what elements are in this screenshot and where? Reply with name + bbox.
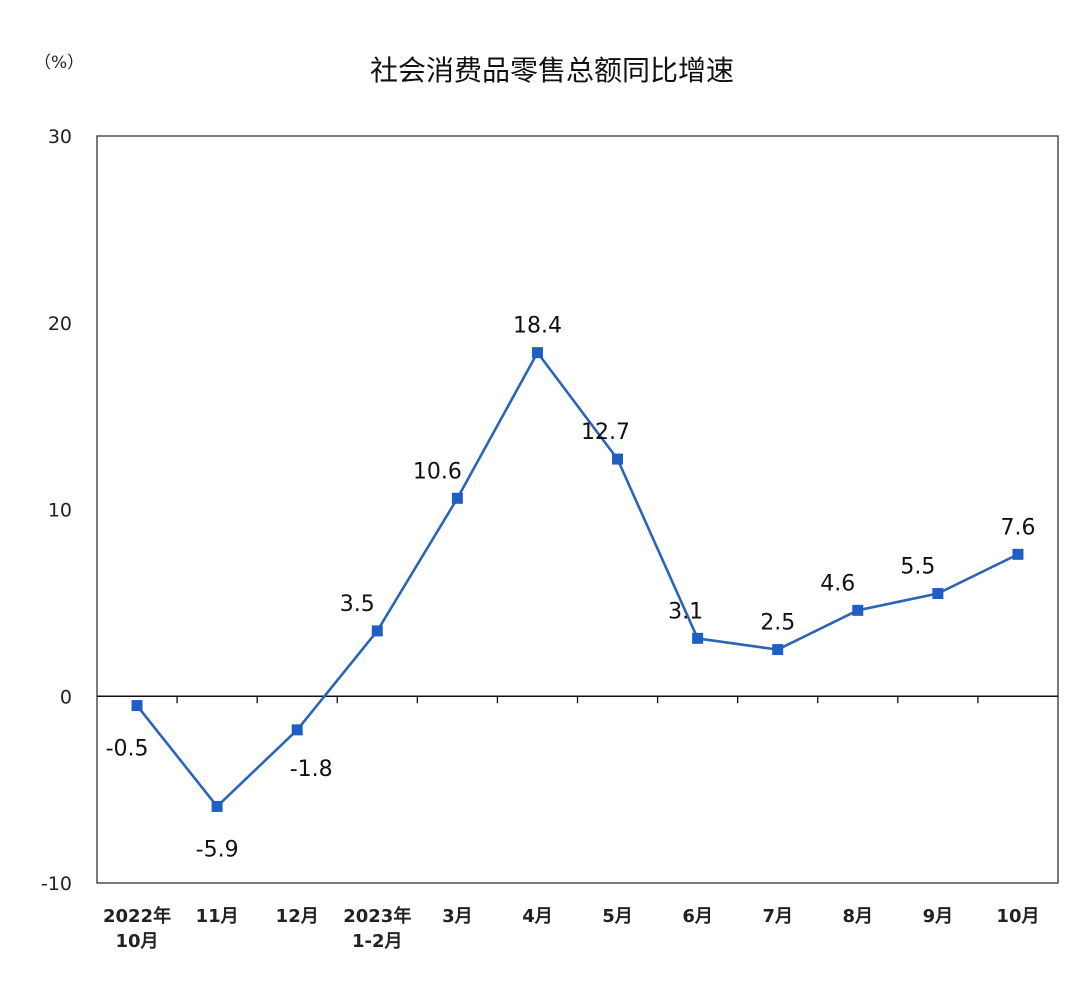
data-label: 3.5 [340, 592, 375, 617]
plot-area-frame [96, 135, 1059, 884]
series-group [131, 347, 1024, 812]
data-point-marker [612, 453, 624, 465]
y-tick-label: 30 [48, 126, 72, 148]
y-tick-label: -10 [41, 873, 72, 895]
data-label: 7.6 [1000, 515, 1035, 540]
data-label: -5.9 [196, 837, 239, 862]
x-tick-label: 6月 [682, 906, 713, 927]
x-tick-label: 7月 [762, 906, 793, 927]
y-tick-label: 0 [60, 686, 72, 708]
data-point-marker [211, 800, 223, 812]
y-axis: 30 20 10 0 -10 [41, 126, 72, 895]
x-tick-label: 3月 [442, 906, 473, 927]
data-label: -1.8 [290, 757, 333, 782]
x-tick-label: 4月 [522, 906, 553, 927]
x-tick-label: 12月 [276, 906, 319, 927]
data-point-marker [291, 724, 303, 736]
y-tick-label: 20 [48, 313, 72, 335]
chart-title: 社会消费品零售总额同比增速 [370, 54, 734, 87]
data-point-marker [451, 492, 463, 504]
data-label: 5.5 [900, 555, 935, 580]
x-tick-label: 2022年 10月 [103, 905, 171, 952]
data-label: -0.5 [106, 737, 149, 762]
data-label: 10.6 [413, 459, 462, 484]
data-point-marker [692, 632, 704, 644]
data-label: 12.7 [581, 420, 630, 445]
data-point-marker [371, 625, 383, 637]
data-label: 18.4 [513, 314, 562, 339]
series-line [135, 351, 1019, 808]
x-tick-label: 8月 [843, 906, 874, 927]
x-tick-label: 10月 [996, 906, 1039, 927]
data-label-group: -0.5 -5.9 -1.8 3.5 10.6 18.4 12.7 3.1 2.5 4.6 5.5 7… [106, 314, 1036, 863]
x-tick-label: 9月 [923, 906, 954, 927]
data-label: 3.1 [668, 599, 703, 624]
data-point-marker [772, 644, 784, 656]
y-tick-label: 10 [48, 500, 72, 522]
x-tick-label: 11月 [196, 906, 239, 927]
x-tick-label: 2023年 1-2月 [343, 905, 411, 952]
data-point-marker [531, 347, 543, 359]
data-point-marker [932, 588, 944, 600]
x-axis: 2022年 10月 11月 12月 2023年 1-2月 3月 4月 5月 6月 7月 8月 9月 10月 [97, 695, 1058, 952]
data-label: 4.6 [820, 571, 855, 596]
data-point-marker [1012, 548, 1024, 560]
data-point-marker [852, 604, 864, 616]
y-unit-label: （%） [34, 53, 84, 73]
data-label: 2.5 [760, 611, 795, 636]
x-tick-label: 5月 [602, 906, 633, 927]
data-point-marker [131, 700, 143, 712]
